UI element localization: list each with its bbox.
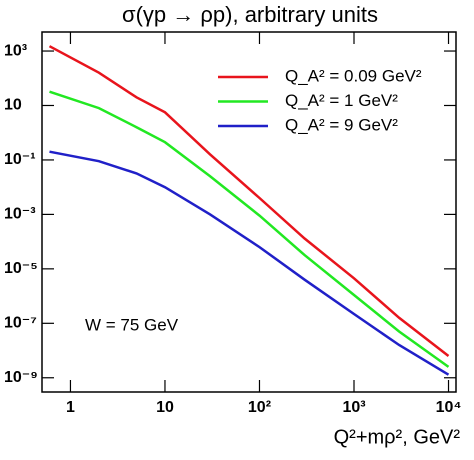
legend-label: Q_A² = 1 GeV² (285, 91, 398, 110)
x-tick-label: 10³ (342, 399, 365, 416)
y-tick-label: 10⁻⁹ (4, 369, 38, 386)
y-tick-label: 10 (4, 97, 22, 114)
x-tick-label: 10² (248, 399, 271, 416)
chart-title: σ(γp → ρp), arbitrary units (122, 2, 378, 27)
y-tick-label: 10⁻⁷ (4, 315, 37, 332)
legend-label: Q_A² = 0.09 GeV² (285, 66, 422, 85)
y-tick-label: 10⁻⁵ (4, 260, 38, 277)
data-line (49, 150, 450, 376)
plot-frame (41, 31, 457, 393)
annotation: W = 75 GeV (85, 315, 179, 334)
legend-label: Q_A² = 9 GeV² (285, 115, 398, 134)
data-line (49, 90, 450, 368)
x-axis-label: Q²+mρ², GeV² (334, 426, 461, 448)
x-tick-label: 10 (156, 399, 174, 416)
x-tick-label: 1 (66, 399, 75, 416)
x-tick-label: 10⁴ (436, 399, 462, 416)
y-tick-label: 10⁻³ (4, 206, 36, 223)
y-tick-label: 10⁻¹ (4, 151, 36, 168)
y-tick-label: 10³ (4, 42, 27, 59)
data-line (48, 45, 450, 357)
